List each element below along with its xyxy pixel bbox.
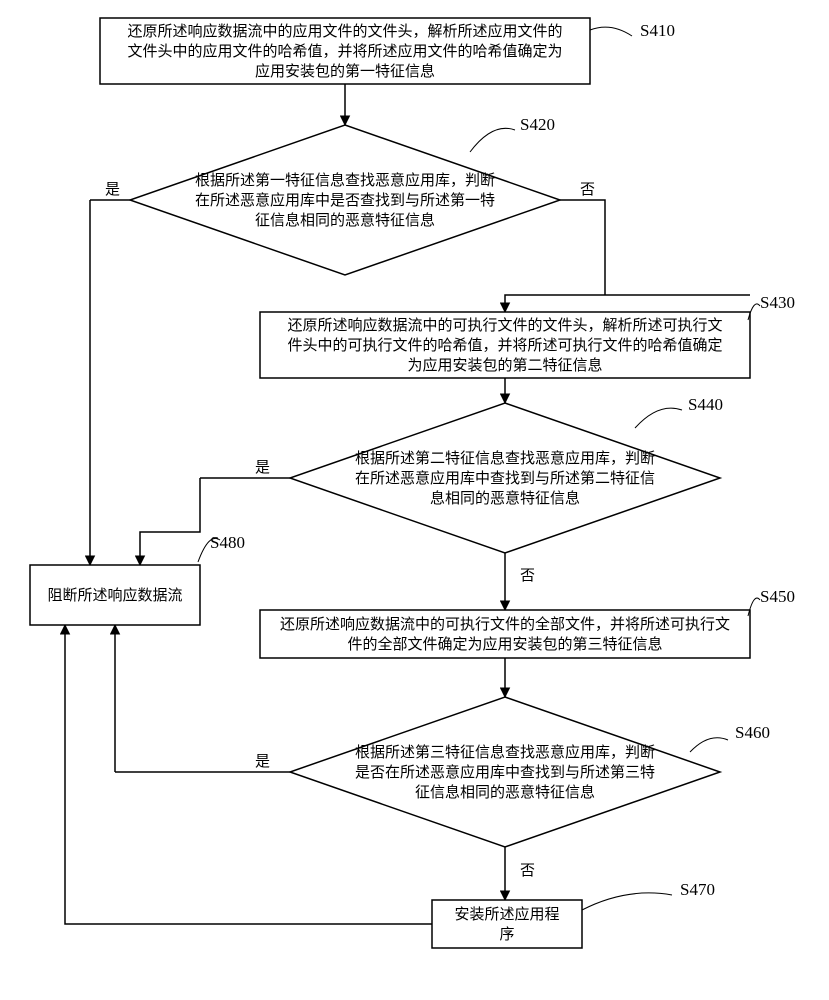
edge-label-4: 是 bbox=[105, 182, 120, 198]
node-s450: 还原所述响应数据流中的可执行文件的全部文件，并将所述可执行文件的全部文件确定为应… bbox=[260, 587, 795, 658]
node-s430-label: S430 bbox=[760, 293, 795, 312]
node-s440-label: S440 bbox=[688, 395, 723, 414]
node-s430-line1: 件头中的可执行文件的哈希值，并将所述可执行文件的哈希值确定 bbox=[287, 337, 722, 354]
edge-label-13: 否 bbox=[520, 863, 535, 879]
node-s430: 还原所述响应数据流中的可执行文件的文件头，解析所述可执行文件头中的可执行文件的哈… bbox=[260, 293, 795, 378]
edge-label-7: 是 bbox=[255, 460, 270, 476]
node-s440-line1: 在所述恶意应用库中查找到与所述第二特征信 bbox=[355, 469, 655, 487]
node-s440: 根据所述第二特征信息查找恶意应用库，判断在所述恶意应用库中查找到与所述第二特征信… bbox=[290, 395, 723, 553]
node-s450-line0: 还原所述响应数据流中的可执行文件的全部文件，并将所述可执行文 bbox=[280, 615, 730, 633]
node-s410: 还原所述响应数据流中的应用文件的文件头，解析所述应用文件的文件头中的应用文件的哈… bbox=[100, 18, 675, 84]
node-s430-line2: 为应用安装包的第二特征信息 bbox=[407, 356, 602, 374]
node-s480: 阻断所述响应数据流 S480 bbox=[30, 533, 245, 625]
edge-8 bbox=[140, 478, 200, 565]
node-s420-line1: 在所述恶意应用库中是否查找到与所述第一特 bbox=[195, 191, 495, 209]
node-s410-line1: 文件头中的应用文件的哈希值，并将所述应用文件的哈希值确定为 bbox=[127, 42, 562, 60]
node-s470: 安装所述应用程序 S470 bbox=[432, 880, 715, 948]
node-s460-line2: 征信息相同的恶意特征信息 bbox=[415, 783, 595, 801]
node-s460: 根据所述第三特征信息查找恶意应用库，判断是否在所述恶意应用库中查找到与所述第三特… bbox=[290, 697, 770, 847]
node-s410-line2: 应用安装包的第一特征信息 bbox=[255, 62, 435, 80]
node-s420-line0: 根据所述第一特征信息查找恶意应用库，判断 bbox=[195, 171, 495, 189]
node-s460-line1: 是否在所述恶意应用库中查找到与所述第三特 bbox=[355, 763, 655, 781]
edge-label-1: 否 bbox=[580, 182, 595, 198]
node-s410-label: S410 bbox=[640, 21, 675, 40]
node-s410-line0: 还原所述响应数据流中的应用文件的文件头，解析所述应用文件的 bbox=[127, 22, 562, 40]
edge-1 bbox=[560, 200, 605, 295]
node-s470-label: S470 bbox=[680, 880, 715, 899]
nodes-layer: 还原所述响应数据流中的应用文件的文件头，解析所述应用文件的文件头中的应用文件的哈… bbox=[30, 18, 795, 948]
node-s420-line2: 征信息相同的恶意特征信息 bbox=[255, 211, 435, 229]
node-s460-line0: 根据所述第三特征信息查找恶意应用库，判断 bbox=[355, 743, 655, 761]
node-s470-line1: 序 bbox=[499, 926, 514, 943]
edge-label-11: 是 bbox=[255, 754, 270, 770]
node-s440-line2: 息相同的恶意特征信息 bbox=[430, 489, 580, 507]
edge-2 bbox=[505, 295, 605, 312]
node-s430-line0: 还原所述响应数据流中的可执行文件的文件头，解析所述可执行文 bbox=[287, 316, 722, 334]
node-s480-line0: 阻断所述响应数据流 bbox=[47, 586, 182, 604]
node-s450-line1: 件的全部文件确定为应用安装包的第三特征信息 bbox=[347, 635, 662, 653]
node-s480-label: S480 bbox=[210, 533, 245, 552]
flowchart-diagram: 否是是否是否还原所述响应数据流中的应用文件的文件头，解析所述应用文件的文件头中的… bbox=[0, 0, 829, 1000]
node-s460-label: S460 bbox=[735, 723, 770, 742]
node-s420-label: S420 bbox=[520, 115, 555, 134]
node-s440-line0: 根据所述第二特征信息查找恶意应用库，判断 bbox=[355, 449, 655, 467]
node-s470-line0: 安装所述应用程 bbox=[454, 905, 559, 923]
edge-label-9: 否 bbox=[520, 568, 535, 584]
node-s420: 根据所述第一特征信息查找恶意应用库，判断在所述恶意应用库中是否查找到与所述第一特… bbox=[130, 115, 560, 275]
node-s450-label: S450 bbox=[760, 587, 795, 606]
